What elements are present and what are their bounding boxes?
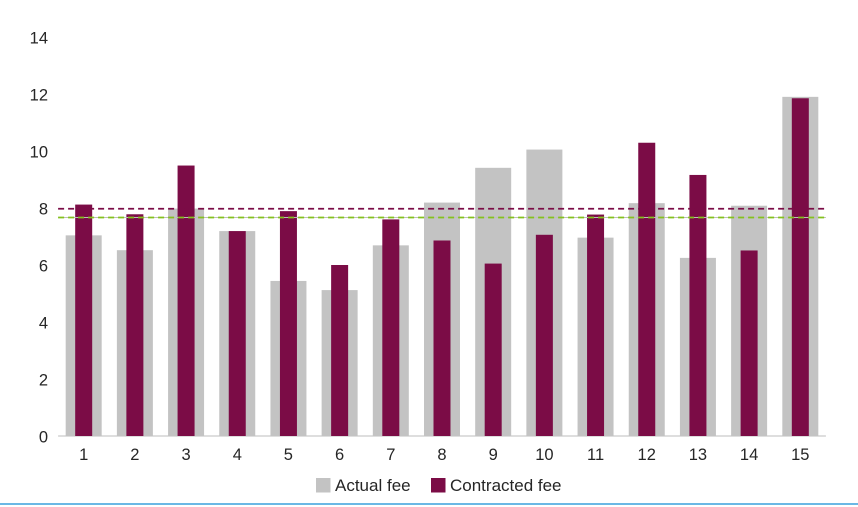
svg-text:12: 12 (30, 87, 48, 105)
svg-text:14: 14 (30, 30, 48, 48)
svg-text:14: 14 (740, 446, 758, 464)
svg-text:Actual fee: Actual fee (335, 476, 411, 495)
svg-text:2: 2 (130, 446, 139, 464)
svg-text:8: 8 (39, 201, 48, 219)
svg-text:5: 5 (284, 446, 293, 464)
svg-text:8: 8 (437, 446, 446, 464)
svg-text:7: 7 (386, 446, 395, 464)
svg-text:11: 11 (587, 446, 604, 464)
svg-text:3: 3 (182, 446, 191, 464)
svg-text:1: 1 (79, 446, 88, 464)
svg-text:4: 4 (39, 315, 48, 333)
svg-text:4: 4 (233, 446, 242, 464)
svg-text:6: 6 (335, 446, 344, 464)
svg-text:10: 10 (535, 446, 553, 464)
svg-text:10: 10 (30, 144, 48, 162)
svg-text:Contracted fee: Contracted fee (450, 476, 562, 495)
svg-text:9: 9 (489, 446, 498, 464)
svg-text:6: 6 (39, 258, 48, 276)
svg-text:0: 0 (39, 429, 48, 447)
svg-text:12: 12 (638, 446, 656, 464)
svg-text:13: 13 (689, 446, 707, 464)
svg-text:2: 2 (39, 372, 48, 390)
svg-text:15: 15 (791, 446, 809, 464)
